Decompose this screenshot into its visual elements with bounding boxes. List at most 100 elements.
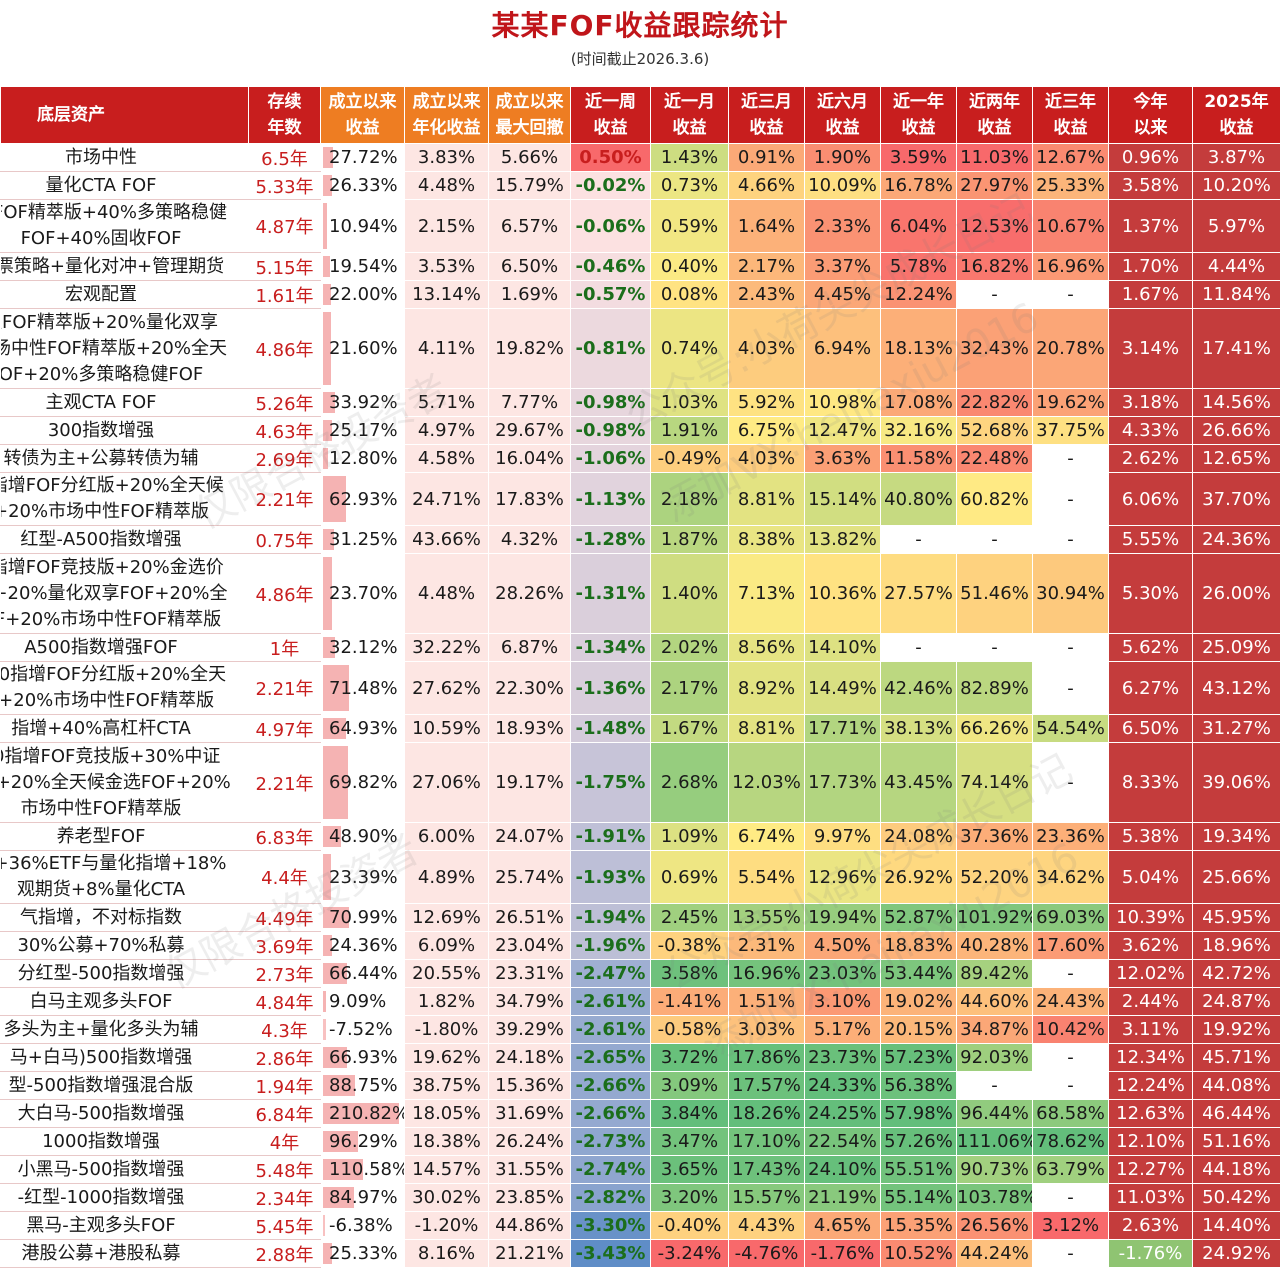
m3-cell: 16.96% (728, 959, 805, 988)
asset-name-cell: 型-500指数增强混合版 (0, 1071, 249, 1100)
m1-cell: 2.45% (650, 903, 729, 932)
since-return-cell: 70.99% (320, 903, 405, 932)
drawdown-cell: 34.79% (488, 987, 571, 1016)
annualized-cell: 13.14% (404, 280, 489, 309)
drawdown-cell: 7.77% (488, 388, 571, 417)
annualized-cell: -1.80% (404, 1015, 489, 1044)
y3-cell: 34.62% (1032, 850, 1109, 904)
years-cell: 4.63年 (248, 416, 321, 445)
years-cell: 2.69年 (248, 444, 321, 473)
y3-cell: - (1032, 959, 1109, 988)
y2-cell: - (956, 280, 1033, 309)
since-return-cell: 69.82% (320, 742, 405, 823)
annualized-cell: 18.05% (404, 1099, 489, 1128)
since-return-value: 70.99% (329, 907, 398, 928)
asset-name-cell: 港股公募+港股私募 (0, 1239, 249, 1268)
years-cell: 5.48年 (248, 1155, 321, 1184)
table-row: 0指增FOF分红版+20%全天候 +20%市场中性FOF精萃版 2.21年 62.93… (0, 472, 1280, 526)
y3-cell: - (1032, 472, 1109, 526)
week-return-cell: -2.61% (570, 987, 651, 1016)
m3-cell: 7.13% (728, 553, 805, 634)
years-cell: 6.83年 (248, 822, 321, 851)
week-return-cell: -0.98% (570, 388, 651, 417)
m1-cell: 0.08% (650, 280, 729, 309)
since-return-bar (323, 284, 331, 305)
y3-cell: - (1032, 633, 1109, 662)
table-row: 港股公募+港股私募 2.88年 25.33% 8.16% 21.21% -3.43% -3.… (0, 1239, 1280, 1268)
ytd-cell: 1.70% (1108, 252, 1193, 281)
since-return-value: 33.92% (329, 392, 398, 413)
m1-cell: 3.20% (650, 1183, 729, 1212)
since-return-value: 21.60% (329, 338, 398, 359)
drawdown-cell: 5.66% (488, 143, 571, 172)
asset-name-line: 版+20%量化双享FOF+20%全 (2, 582, 228, 604)
week-return-cell: -2.65% (570, 1043, 651, 1072)
y3-cell: 16.96% (1032, 252, 1109, 281)
since-return-cell: 25.33% (320, 1239, 405, 1268)
since-return-value: 23.39% (329, 866, 398, 888)
since-return-bar (323, 907, 349, 928)
since-return-cell: 31.25% (320, 525, 405, 554)
m3-cell: 17.57% (728, 1071, 805, 1100)
annualized-cell: 38.75% (404, 1071, 489, 1100)
table-row: 市场中性 6.5年 27.72% 3.83% 5.66% 0.50% 1.43% 0.91% 1… (0, 143, 1280, 172)
asset-name-line: F+20%市场中性FOF精萃版 (0, 690, 215, 711)
table-row: 分红型-500指数增强 2.73年 66.44% 20.55% 23.31% -2.47%… (0, 959, 1280, 988)
drawdown-cell: 31.69% (488, 1099, 571, 1128)
m3-cell: 5.54% (728, 850, 805, 904)
asset-name-cell: 小黑马-500指数增强 (0, 1155, 249, 1184)
since-return-bar (323, 746, 349, 819)
ytd-cell: 6.06% (1108, 472, 1193, 526)
y1-cell: 57.98% (880, 1099, 957, 1128)
y1-cell: 19.02% (880, 987, 957, 1016)
header-drawdown: 成立以来 最大回撤 (488, 86, 571, 144)
y3-cell: - (1032, 1239, 1109, 1268)
since-return-value: 27.72% (329, 147, 398, 168)
m3-cell: 17.86% (728, 1043, 805, 1072)
y3-cell: 10.67% (1032, 199, 1109, 253)
y3-cell: - (1032, 1071, 1109, 1100)
ytd-cell: 12.24% (1108, 1071, 1193, 1100)
y2-cell: 27.97% (956, 171, 1033, 200)
m1-cell: -0.49% (650, 444, 729, 473)
drawdown-cell: 25.74% (488, 850, 571, 904)
asset-name-cell: 30%公募+70%私募 (0, 931, 249, 960)
m3-cell: 12.03% (728, 742, 805, 823)
y2025-cell: 11.84% (1192, 280, 1280, 309)
annualized-cell: -1.20% (404, 1211, 489, 1240)
m3-cell: 1.64% (728, 199, 805, 253)
y1-cell: 32.16% (880, 416, 957, 445)
since-return-value: 9.09% (329, 991, 387, 1012)
y1-cell: 5.78% (880, 252, 957, 281)
table-row: 股票策略+量化对冲+管理期货 5.15年 19.54% 3.53% 6.50% -0.46… (0, 252, 1280, 281)
table-row: 马+白马)500指数增强 2.86年 66.93% 19.62% 24.18% -2.65… (0, 1043, 1280, 1072)
week-return-cell: -1.31% (570, 553, 651, 634)
m1-cell: -3.24% (650, 1239, 729, 1268)
m6-cell: 19.94% (804, 903, 881, 932)
since-return-bar (323, 448, 328, 469)
ytd-cell: 8.33% (1108, 742, 1193, 823)
since-return-bar (323, 1019, 326, 1040)
y2-cell: 22.48% (956, 444, 1033, 473)
y2025-cell: 14.40% (1192, 1211, 1280, 1240)
since-return-cell: 32.12% (320, 633, 405, 662)
m3-cell: 17.43% (728, 1155, 805, 1184)
header-years: 存续 年数 (248, 86, 321, 144)
y2-cell: 101.92% (956, 903, 1033, 932)
table-row: 养老型FOF 6.83年 48.90% 6.00% 24.07% -1.91% 1.09% 6… (0, 822, 1280, 851)
y2-cell: - (956, 1071, 1033, 1100)
y2-cell: 11.03% (956, 143, 1033, 172)
y2-cell: 44.24% (956, 1239, 1033, 1268)
since-return-bar (323, 476, 346, 522)
since-return-value: -7.52% (329, 1019, 393, 1040)
y2025-cell: 42.72% (1192, 959, 1280, 988)
drawdown-cell: 44.86% (488, 1211, 571, 1240)
table-row: 30%公募+70%私募 3.69年 24.36% 6.09% 23.04% -1.96% -… (0, 931, 1280, 960)
since-return-value: 210.82% (329, 1103, 405, 1124)
annualized-cell: 1.82% (404, 987, 489, 1016)
header-week: 近一周 收益 (570, 86, 651, 144)
y1-cell: - (880, 633, 957, 662)
drawdown-cell: 6.57% (488, 199, 571, 253)
ytd-cell: 3.18% (1108, 388, 1193, 417)
asset-name-line: 000指增FOF分红版+20%全天 (0, 664, 227, 685)
